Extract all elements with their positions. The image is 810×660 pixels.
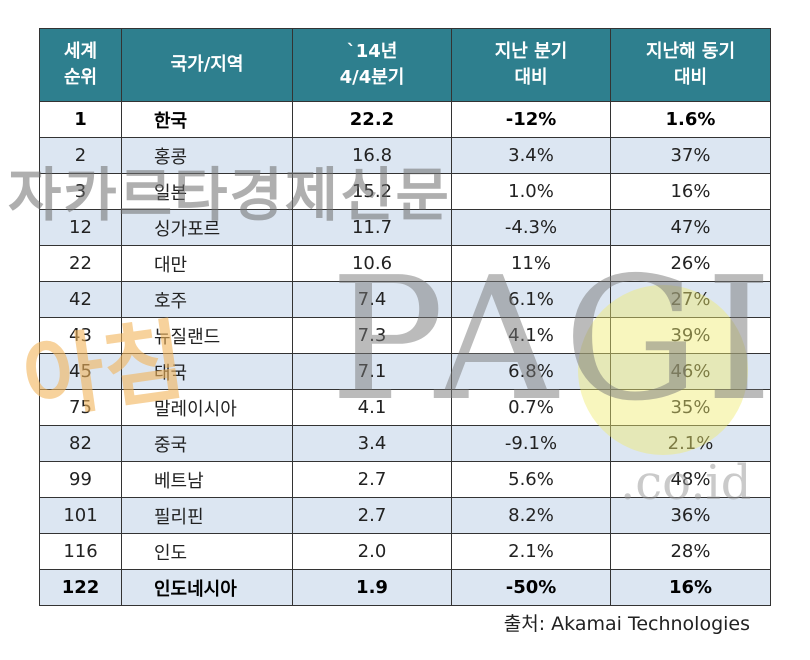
- value-cell: 15.2: [292, 173, 452, 210]
- data-table-container: 세계 순위 국가/지역 `14년 4/4분기 지난 분기 대비 지난해 동기 대비 1 …: [39, 28, 771, 606]
- rank-cell: 116: [39, 533, 122, 570]
- value-cell: 2.7: [292, 461, 452, 498]
- value-cell: 10.6: [292, 245, 452, 282]
- yoy-cell: 47%: [610, 209, 771, 246]
- rank-cell: 99: [39, 461, 122, 498]
- yoy-cell: 35%: [610, 389, 771, 426]
- table-row: 2 홍콩 16.8 3.4% 37%: [39, 137, 771, 174]
- country-cell: 인도: [121, 533, 293, 570]
- value-cell: 11.7: [292, 209, 452, 246]
- qoq-cell: 8.2%: [451, 497, 611, 534]
- header-yoy: 지난해 동기 대비: [610, 28, 771, 102]
- qoq-cell: 2.1%: [451, 533, 611, 570]
- qoq-cell: 4.1%: [451, 317, 611, 354]
- country-cell: 대만: [121, 245, 293, 282]
- rank-cell: 1: [39, 101, 122, 138]
- rank-cell: 101: [39, 497, 122, 534]
- table-row: 45 태국 7.1 6.8% 46%: [39, 353, 771, 390]
- qoq-cell: -50%: [451, 569, 611, 606]
- table-row: 99 베트남 2.7 5.6% 48%: [39, 461, 771, 498]
- qoq-cell: 5.6%: [451, 461, 611, 498]
- rank-cell: 42: [39, 281, 122, 318]
- header-value: `14년 4/4분기: [292, 28, 452, 102]
- table-row: 116 인도 2.0 2.1% 28%: [39, 533, 771, 570]
- yoy-cell: 16%: [610, 173, 771, 210]
- country-cell: 인도네시아: [121, 569, 293, 606]
- rank-cell: 122: [39, 569, 122, 606]
- yoy-cell: 1.6%: [610, 101, 771, 138]
- qoq-cell: -9.1%: [451, 425, 611, 462]
- header-row: 세계 순위 국가/지역 `14년 4/4분기 지난 분기 대비 지난해 동기 대비: [39, 28, 771, 102]
- rank-cell: 2: [39, 137, 122, 174]
- value-cell: 3.4: [292, 425, 452, 462]
- value-cell: 7.3: [292, 317, 452, 354]
- header-qoq: 지난 분기 대비: [451, 28, 611, 102]
- qoq-cell: -12%: [451, 101, 611, 138]
- table-row: 3 일본 15.2 1.0% 16%: [39, 173, 771, 210]
- yoy-cell: 46%: [610, 353, 771, 390]
- country-cell: 한국: [121, 101, 293, 138]
- value-cell: 2.7: [292, 497, 452, 534]
- value-cell: 2.0: [292, 533, 452, 570]
- internet-speed-table: 세계 순위 국가/지역 `14년 4/4분기 지난 분기 대비 지난해 동기 대비 1 …: [39, 28, 771, 606]
- yoy-cell: 48%: [610, 461, 771, 498]
- header-country: 국가/지역: [121, 28, 293, 102]
- rank-cell: 45: [39, 353, 122, 390]
- value-cell: 7.1: [292, 353, 452, 390]
- qoq-cell: 1.0%: [451, 173, 611, 210]
- country-cell: 홍콩: [121, 137, 293, 174]
- country-cell: 뉴질랜드: [121, 317, 293, 354]
- qoq-cell: 3.4%: [451, 137, 611, 174]
- header-rank: 세계 순위: [39, 28, 122, 102]
- table-row: 22 대만 10.6 11% 26%: [39, 245, 771, 282]
- qoq-cell: -4.3%: [451, 209, 611, 246]
- value-cell: 7.4: [292, 281, 452, 318]
- table-row: 43 뉴질랜드 7.3 4.1% 39%: [39, 317, 771, 354]
- value-cell: 22.2: [292, 101, 452, 138]
- country-cell: 싱가포르: [121, 209, 293, 246]
- value-cell: 4.1: [292, 389, 452, 426]
- qoq-cell: 0.7%: [451, 389, 611, 426]
- yoy-cell: 16%: [610, 569, 771, 606]
- yoy-cell: 36%: [610, 497, 771, 534]
- table-row: 12 싱가포르 11.7 -4.3% 47%: [39, 209, 771, 246]
- yoy-cell: 39%: [610, 317, 771, 354]
- table-row: 82 중국 3.4 -9.1% 2.1%: [39, 425, 771, 462]
- country-cell: 베트남: [121, 461, 293, 498]
- table-row: 75 말레이시아 4.1 0.7% 35%: [39, 389, 771, 426]
- rank-cell: 12: [39, 209, 122, 246]
- yoy-cell: 27%: [610, 281, 771, 318]
- table-row: 42 호주 7.4 6.1% 27%: [39, 281, 771, 318]
- rank-cell: 43: [39, 317, 122, 354]
- value-cell: 16.8: [292, 137, 452, 174]
- yoy-cell: 37%: [610, 137, 771, 174]
- country-cell: 필리핀: [121, 497, 293, 534]
- country-cell: 태국: [121, 353, 293, 390]
- table-row: 101 필리핀 2.7 8.2% 36%: [39, 497, 771, 534]
- rank-cell: 3: [39, 173, 122, 210]
- source-caption: 출처: Akamai Technologies: [503, 613, 750, 635]
- country-cell: 호주: [121, 281, 293, 318]
- yoy-cell: 28%: [610, 533, 771, 570]
- rank-cell: 75: [39, 389, 122, 426]
- qoq-cell: 6.1%: [451, 281, 611, 318]
- yoy-cell: 26%: [610, 245, 771, 282]
- country-cell: 일본: [121, 173, 293, 210]
- country-cell: 말레이시아: [121, 389, 293, 426]
- country-cell: 중국: [121, 425, 293, 462]
- value-cell: 1.9: [292, 569, 452, 606]
- rank-cell: 82: [39, 425, 122, 462]
- table-row: 122 인도네시아 1.9 -50% 16%: [39, 569, 771, 606]
- rank-cell: 22: [39, 245, 122, 282]
- qoq-cell: 11%: [451, 245, 611, 282]
- yoy-cell: 2.1%: [610, 425, 771, 462]
- qoq-cell: 6.8%: [451, 353, 611, 390]
- table-row: 1 한국 22.2 -12% 1.6%: [39, 101, 771, 138]
